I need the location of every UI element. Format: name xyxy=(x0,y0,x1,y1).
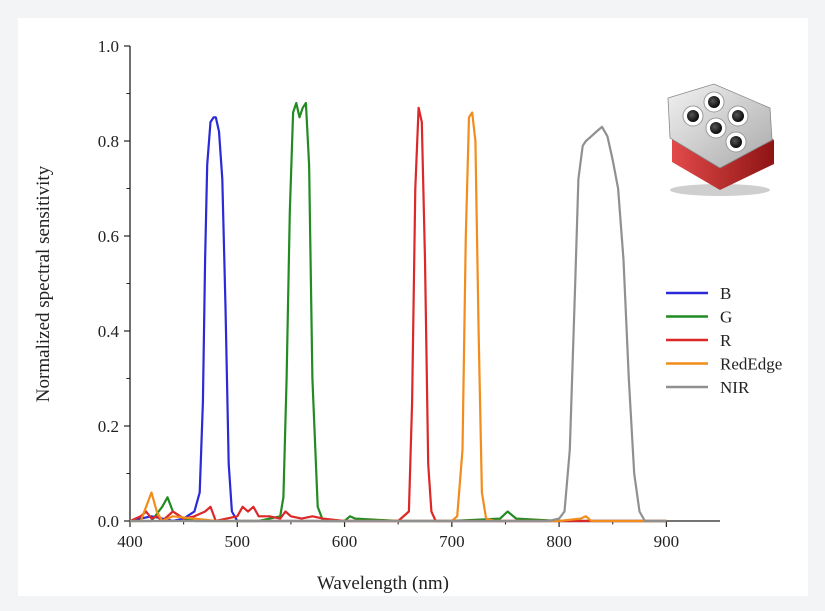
series-line-nir xyxy=(130,125,667,523)
legend-label-rededge: RedEdge xyxy=(720,355,782,374)
camera-inset-image xyxy=(658,78,784,204)
y-tick-label: 0.8 xyxy=(98,132,119,151)
legend-label-g: G xyxy=(720,308,732,327)
y-axis-label: Normalized spectral sensitivity xyxy=(33,165,54,402)
series-line-rededge xyxy=(130,111,667,523)
series-line-b xyxy=(129,116,667,523)
series-layer xyxy=(129,101,667,523)
x-axis-label: Wavelength (nm) xyxy=(317,573,449,594)
legend-label-b: B xyxy=(720,284,731,303)
series-line-g xyxy=(130,101,667,523)
legend: BGR RedEdge NIR xyxy=(666,284,782,397)
series-line-r xyxy=(129,106,667,523)
x-tick-label: 600 xyxy=(332,532,358,551)
y-tick-label: 1.0 xyxy=(98,37,119,56)
legend-label-r: R xyxy=(720,331,732,350)
axes: 400 500 600 700 800 900 0.0 0.2 0.4 0.6 0.8 1.0 xyxy=(98,37,720,551)
x-tick-label: 800 xyxy=(546,532,572,551)
legend-label-nir: NIR xyxy=(720,378,750,397)
x-tick-label: 900 xyxy=(654,532,680,551)
y-tick-label: 0.6 xyxy=(98,227,119,246)
y-tick-label: 0.2 xyxy=(98,417,119,436)
x-tick-label: 400 xyxy=(117,532,143,551)
x-tick-label: 500 xyxy=(225,532,251,551)
x-tick-label: 700 xyxy=(439,532,465,551)
y-tick-label: 0.0 xyxy=(98,512,119,531)
y-tick-label: 0.4 xyxy=(98,322,120,341)
